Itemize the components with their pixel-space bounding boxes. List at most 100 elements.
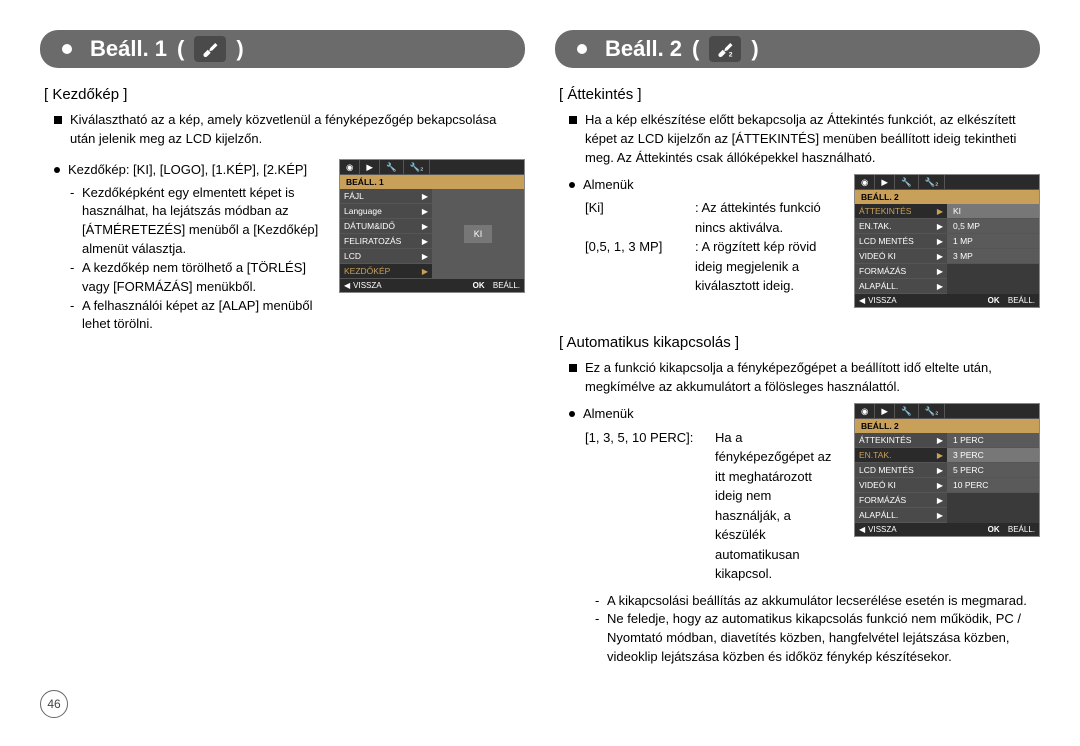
chevron-right-icon: ▶ — [937, 267, 943, 276]
lcd-option: KI — [947, 204, 1039, 219]
lcd-menu-label: ÁTTEKINTÉS — [859, 206, 911, 216]
note-2: -Ne feledje, hogy az automatikus kikapcs… — [595, 610, 1040, 667]
chevron-right-icon: ▶ — [422, 237, 428, 246]
chevron-right-icon: ▶ — [937, 237, 943, 246]
camera-icon: ◉ — [855, 175, 875, 190]
chevron-right-icon: ▶ — [422, 192, 428, 201]
dash-icon: - — [595, 610, 607, 667]
submenu-row: [Ki] : Az áttekintés funkció nincs aktiv… — [585, 198, 840, 237]
dash-icon: - — [70, 259, 82, 297]
note-1: -Kezdőképként egy elmentett képet is has… — [70, 184, 325, 259]
submenu-list: [1, 3, 5, 10 PERC]: Ha a fényképezőgépet… — [585, 428, 840, 584]
lcd-menu-label: EN.TAK. — [859, 450, 891, 460]
section-auto-off-title: [ Automatikus kikapcsolás ] — [559, 334, 1040, 351]
page-columns: Beáll. 1 ( ) [ Kezdőkép ] Kiválasztható … — [40, 30, 1040, 667]
lcd-menu-item: LCD MENTÉS▶ — [855, 463, 947, 478]
dot-bullet-icon — [54, 167, 60, 173]
svg-text:2: 2 — [729, 52, 733, 59]
almenuk-label: Almenük — [583, 405, 634, 424]
submenu-row: [1, 3, 5, 10 PERC]: Ha a fényképezőgépet… — [585, 428, 840, 584]
lcd-option: 0,5 MP — [947, 219, 1039, 234]
chevron-right-icon: ▶ — [422, 252, 428, 261]
chevron-right-icon: ▶ — [422, 222, 428, 231]
paren-l: ( — [692, 36, 699, 62]
lcd-body: FÁJL▶ Language▶ DÁTUM&IDŐ▶ FELIRATOZÁS▶ … — [340, 189, 524, 279]
play-icon: ▶ — [360, 160, 380, 175]
chevron-right-icon: ▶ — [937, 207, 943, 216]
notes-block: -Kezdőképként egy elmentett képet is has… — [70, 184, 325, 335]
lcd-tabs: ◉▶🔧🔧₂ — [855, 175, 1039, 191]
lcd-menu-item: ÁTTEKINTÉS▶ — [855, 433, 947, 448]
lcd-menu-item: ALAPÁLL.▶ — [855, 279, 947, 294]
chevron-right-icon: ▶ — [422, 267, 428, 276]
header-title: Beáll. 1 — [90, 36, 167, 62]
options-label: Kezdőkép: [KI], [LOGO], [1.KÉP], [2.KÉP] — [68, 161, 307, 180]
auto-off-row: Almenük [1, 3, 5, 10 PERC]: Ha a fénykép… — [555, 403, 1040, 584]
wrench2-tab-icon: 🔧₂ — [919, 175, 946, 190]
lcd-right-panel: KI — [432, 189, 524, 279]
submenu-key: [0,5, 1, 3 MP] — [585, 237, 695, 296]
lcd-ok: OK BEÁLL. — [988, 296, 1035, 305]
lcd-ok-label: OK — [473, 281, 485, 290]
lcd-menu-item: ALAPÁLL. ▶ — [855, 508, 947, 523]
submenu-val: : Az áttekintés funkció nincs aktiválva. — [695, 198, 840, 237]
left-column: Beáll. 1 ( ) [ Kezdőkép ] Kiválasztható … — [40, 30, 525, 667]
lcd-menu: ÁTTEKINTÉS▶ EN.TAK.▶ LCD MENTÉS▶ VIDEÓ K… — [855, 433, 947, 523]
submenu-key: [Ki] — [585, 198, 695, 237]
auto-off-intro: Ez a funkció kikapcsolja a fényképezőgép… — [569, 359, 1040, 397]
chevron-right-icon: ▶ — [937, 511, 943, 520]
lcd-back: ◀ VISSZA — [859, 296, 897, 305]
lcd-ok: OK BEÁLL. — [473, 281, 520, 290]
lcd-option: 1 MP — [947, 234, 1039, 249]
lcd-menu-label: FÁJL — [344, 191, 364, 201]
note-text: A kikapcsolási beállítás az akkumulátor … — [607, 592, 1027, 611]
section-attekintes-title: [ Áttekintés ] — [559, 86, 1040, 103]
lcd-tabs: ◉▶🔧🔧₂ — [855, 404, 1039, 420]
options-label-row: Kezdőkép: [KI], [LOGO], [1.KÉP], [2.KÉP] — [54, 161, 325, 180]
dash-icon: - — [70, 184, 82, 259]
chevron-right-icon: ▶ — [937, 481, 943, 490]
lcd-menu-label: DÁTUM&IDŐ — [344, 221, 395, 231]
lcd-menu-item-selected: EN.TAK.▶ — [855, 448, 947, 463]
lcd-back-label: VISSZA — [868, 296, 896, 305]
submenu-row: [0,5, 1, 3 MP] : A rögzített kép rövid i… — [585, 237, 840, 296]
note-3: -A felhasználói képet az [ALAP] menüből … — [70, 297, 325, 335]
chevron-right-icon: ▶ — [422, 207, 428, 216]
lcd-menu-label: FORMÁZÁS — [859, 495, 906, 505]
lcd-title: BEÁLL. 1 — [340, 175, 524, 189]
lcd-ok: OK BEÁLL. — [988, 525, 1035, 534]
right-column: Beáll. 2 ( 2 ) [ Áttekintés ] Ha a kép e… — [555, 30, 1040, 667]
lcd-footer: ◀ VISSZA OK BEÁLL. — [855, 523, 1039, 536]
lcd-options: KI 0,5 MP 1 MP 3 MP — [947, 204, 1039, 294]
chevron-right-icon: ▶ — [937, 222, 943, 231]
lcd-screenshot-2: ◉▶🔧🔧₂ BEÁLL. 2 ÁTTEKINTÉS▶ EN.TAK.▶ LCD … — [854, 174, 1040, 309]
lcd-menu: FÁJL▶ Language▶ DÁTUM&IDŐ▶ FELIRATOZÁS▶ … — [340, 189, 432, 279]
lcd-ok-label: OK — [988, 296, 1000, 305]
lcd-menu-item-selected: KEZDŐKÉP▶ — [340, 264, 432, 279]
almenuk-row: Almenük — [569, 176, 840, 195]
lcd-menu-label: VIDEÓ KI — [859, 251, 896, 261]
options-text-col: Kezdőkép: [KI], [LOGO], [1.KÉP], [2.KÉP]… — [40, 159, 325, 335]
camera-icon: ◉ — [855, 404, 875, 419]
note-text: A felhasználói képet az [ALAP] menüből l… — [82, 297, 325, 335]
square-bullet-icon — [54, 116, 62, 124]
submenu-val: Ha a fényképezőgépet az itt meghatározot… — [715, 428, 840, 584]
lcd-screenshot-3: ◉▶🔧🔧₂ BEÁLL. 2 ÁTTEKINTÉS▶ EN.TAK.▶ LCD … — [854, 403, 1040, 538]
lcd-title: BEÁLL. 2 — [855, 419, 1039, 433]
lcd-menu-item: VIDEÓ KI▶ — [855, 478, 947, 493]
lcd-option: 5 PERC — [947, 463, 1039, 478]
note-text: A kezdőkép nem törölhető a [TÖRLÉS] vagy… — [82, 259, 325, 297]
lcd-menu-label: ALAPÁLL. — [859, 510, 898, 520]
note-text: Kezdőképként egy elmentett képet is hasz… — [82, 184, 325, 259]
page-number: 46 — [40, 690, 68, 718]
lcd-menu-item: VIDEÓ KI▶ — [855, 249, 947, 264]
intro-text: Ha a kép elkészítése előtt bekapcsolja a… — [585, 111, 1040, 168]
chevron-right-icon: ▶ — [937, 466, 943, 475]
lcd-menu-label: FORMÁZÁS — [859, 266, 906, 276]
lcd-screenshot-1: ◉ ▶ 🔧 🔧₂ BEÁLL. 1 FÁJL▶ Language▶ DÁTUM&… — [339, 159, 525, 294]
chevron-right-icon: ▶ — [937, 436, 943, 445]
wrench-tab-icon: 🔧 — [895, 404, 919, 419]
lcd-menu-item: EN.TAK.▶ — [855, 219, 947, 234]
header-beall-1: Beáll. 1 ( ) — [40, 30, 525, 68]
wrench-tab-icon: 🔧 — [380, 160, 404, 175]
